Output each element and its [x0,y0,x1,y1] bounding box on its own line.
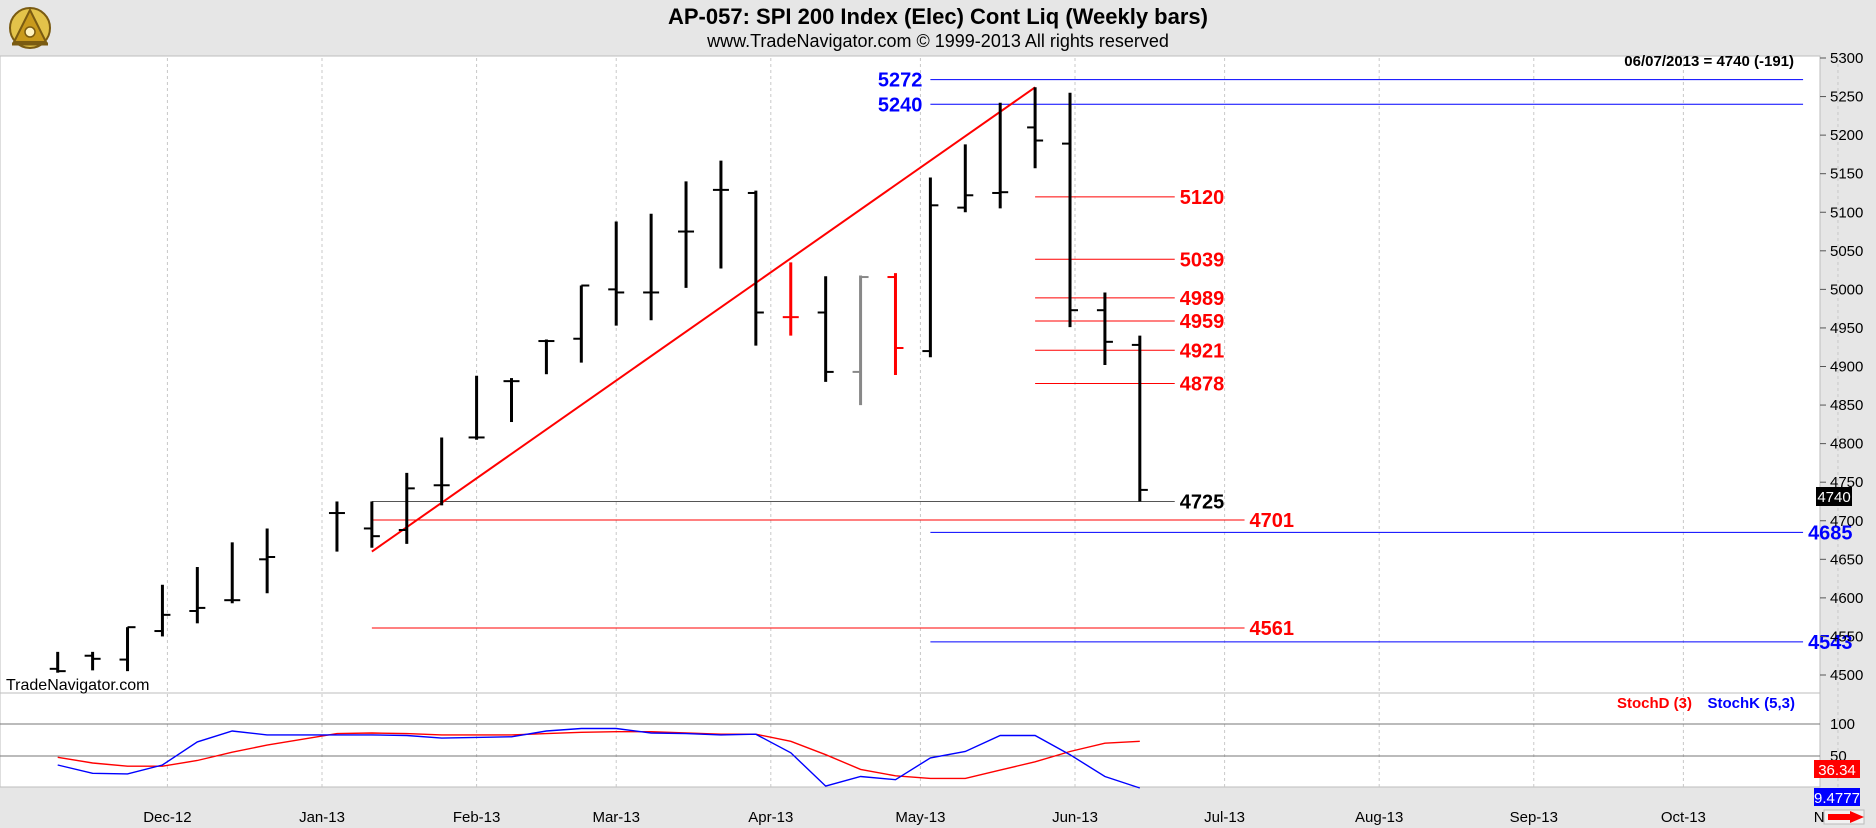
ohlc-bar[interactable] [119,626,136,672]
y-tick-label: 4900 [1830,359,1863,376]
legend-stochk: StochK (5,3) [1707,695,1795,712]
level-label-4543: 4543 [1808,632,1853,654]
y-tick-label: 4800 [1830,436,1863,453]
ohlc-bar[interactable] [1131,335,1148,502]
x-tick-label: Mar-13 [592,809,640,826]
y-tick-label: 4600 [1830,590,1863,607]
ohlc-bar[interactable] [992,102,1009,209]
ohlc-bar[interactable] [259,528,276,594]
ohlc-bar[interactable] [189,567,206,624]
ohlc-bar[interactable] [817,276,834,382]
ohlc-bar[interactable] [922,177,939,358]
axes: Dec-12 Jan-13 Feb-13 Mar-13 Apr-13 May-13 Jun-… [143,50,1863,826]
ohlc-bar[interactable] [84,651,101,671]
y-tick-label: 5100 [1830,204,1863,221]
ohlc-bar[interactable] [433,437,450,506]
stochastic-lines [57,727,1141,789]
stochd-value-label: 36.34 [1818,762,1856,779]
price-bars [49,87,1148,673]
ohlc-bar[interactable] [887,273,904,375]
ohlc-bar[interactable] [328,501,345,552]
y-tick-label: 5200 [1830,127,1863,144]
ohlc-bar[interactable] [782,262,799,336]
ohlc-bar[interactable] [1027,87,1044,169]
x-tick-label: Aug-13 [1355,809,1403,826]
y-tick-label: 4650 [1830,551,1863,568]
level-label-5272: 5272 [878,70,923,92]
y-tick-label: 5300 [1830,50,1863,67]
y-tick-label: 4750 [1830,474,1863,491]
ohlc-bar[interactable] [608,221,625,326]
level-label-4921: 4921 [1180,340,1225,362]
level-label-4561: 4561 [1250,618,1295,640]
x-tick-label: Apr-13 [748,809,793,826]
ohlc-bar[interactable] [1096,292,1113,365]
x-tick-label: Feb-13 [453,809,501,826]
legend-stochd: StochD (3) [1617,695,1692,712]
level-label-4725: 4725 [1180,491,1225,513]
level-label-4701: 4701 [1250,510,1295,532]
ohlc-bar[interactable] [852,275,869,406]
last-price-note: 06/07/2013 = 4740 (-191) [1624,53,1794,70]
x-tick-label: Jan-13 [299,809,345,826]
x-tick-label: Jul-13 [1204,809,1245,826]
trendline [371,86,1036,553]
y-tick-label: 4950 [1830,320,1863,337]
ohlc-bar[interactable] [398,472,415,544]
stoch-tick-label: 100 [1830,716,1855,733]
y-tick-label: 4700 [1830,513,1863,530]
ohlc-bar[interactable] [573,284,590,363]
y-tick-label: 4500 [1830,667,1863,684]
x-tick-label: Sep-13 [1510,809,1558,826]
last-price-box-label: 4740 [1817,489,1850,506]
y-tick-label: 5150 [1830,166,1863,183]
chart-subtitle: www.TradeNavigator.com © 1999-2013 All r… [707,31,1169,51]
ohlc-bar[interactable] [363,501,380,548]
ohlc-bar[interactable] [678,181,695,288]
stochk-value-label: 9.4777 [1814,790,1860,807]
ohlc-bar[interactable] [747,190,764,346]
ohlc-bar[interactable] [957,144,974,213]
level-label-4878: 4878 [1180,373,1225,395]
trade-navigator-logo [9,7,51,49]
level-label-5240: 5240 [878,94,923,116]
watermark: TradeNavigator.com [6,677,149,694]
ohlc-bar[interactable] [538,339,555,375]
stochastic-panel[interactable] [0,692,1821,788]
x-tick-label: Jun-13 [1052,809,1098,826]
y-tick-label: 5000 [1830,281,1863,298]
ohlc-bar[interactable] [224,542,241,604]
series-line-stochd [57,731,1140,780]
y-tick-label: 4550 [1830,628,1863,645]
ohlc-bar[interactable] [468,375,485,440]
last-price-box [1816,487,1852,506]
y-tick-label: 5250 [1830,89,1863,106]
ohlc-bar[interactable] [49,651,66,673]
ohlc-bar[interactable] [712,160,729,269]
level-label-4685: 4685 [1808,522,1853,544]
stochk-value-box [1814,788,1860,806]
stochd-value-box [1814,760,1860,778]
level-label-4959: 4959 [1180,311,1225,333]
chart-header: AP-057: SPI 200 Index (Elec) Cont Liq (W… [0,0,1876,56]
ohlc-bar[interactable] [503,378,520,423]
ohlc-bar[interactable] [154,584,171,637]
series-line-stochk [57,727,1141,789]
ohlc-bar[interactable] [643,213,660,321]
level-label-5039: 5039 [1180,249,1225,271]
y-tick-label: 5050 [1830,243,1863,260]
level-label-4989: 4989 [1180,288,1225,310]
scroll-right-arrow-icon[interactable] [1823,809,1865,825]
y-tick-label: 4850 [1830,397,1863,414]
price-panel[interactable] [0,55,1821,694]
chart-title: AP-057: SPI 200 Index (Elec) Cont Liq (W… [668,4,1208,29]
ohlc-bar[interactable] [1062,92,1079,328]
x-tick-label: Oct-13 [1661,809,1706,826]
grid [0,58,1839,787]
level-label-5120: 5120 [1180,187,1225,209]
x-tick-label: May-13 [895,809,945,826]
trendline-group [371,86,1036,553]
x-tick-label: Dec-12 [143,809,191,826]
